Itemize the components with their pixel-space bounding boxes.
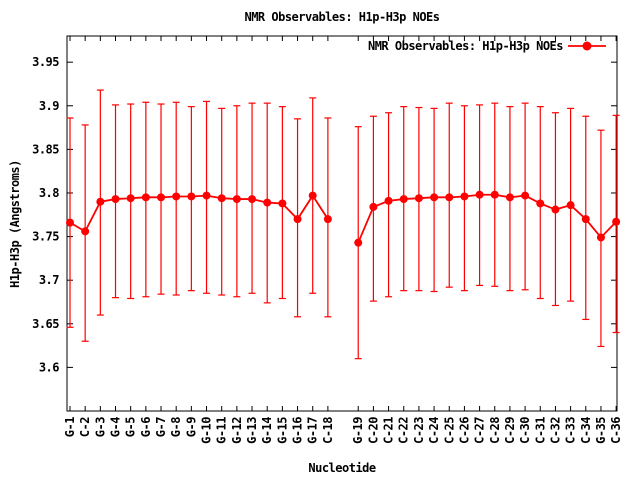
data-point [293, 215, 302, 224]
data-point [369, 202, 378, 211]
y-tick-label: 3.75 [32, 230, 59, 244]
y-tick-label: 3.7 [39, 273, 59, 287]
data-point [536, 199, 545, 208]
x-tick-label: C-21 [382, 417, 396, 444]
data-point [354, 238, 363, 247]
data-point [141, 193, 150, 202]
x-tick-label: G-10 [200, 417, 214, 444]
x-tick-label: G-15 [275, 417, 289, 444]
data-point [248, 195, 257, 204]
y-tick-label: 3.8 [39, 186, 59, 200]
data-point [263, 198, 272, 207]
data-point [187, 192, 196, 201]
y-tick-label: 3.95 [32, 55, 59, 69]
x-tick-label: C-23 [412, 417, 426, 444]
x-tick-label: G-12 [230, 417, 244, 444]
x-tick-label: C-27 [473, 417, 487, 444]
x-tick-label: C-2 [78, 417, 92, 437]
series-line [357, 193, 617, 244]
data-point [202, 191, 211, 200]
data-point [581, 215, 590, 224]
data-point [66, 218, 74, 227]
x-tick-label: G-17 [306, 417, 320, 444]
x-tick-label: G-1 [63, 417, 77, 437]
x-tick-label: C-25 [442, 417, 456, 444]
x-tick-label: C-31 [533, 417, 547, 444]
x-tick-label: G-8 [169, 417, 183, 437]
data-point [96, 197, 105, 206]
data-point [521, 191, 530, 200]
y-tick-label: 3.65 [32, 317, 59, 331]
data-point [232, 195, 241, 204]
data-point [596, 233, 605, 242]
x-tick-label: G-5 [124, 417, 138, 437]
x-tick-label: C-26 [457, 417, 471, 444]
x-tick-label: G-11 [215, 417, 229, 444]
data-point [217, 194, 226, 203]
x-tick-label: G-4 [109, 417, 123, 437]
data-point [566, 201, 575, 210]
series-line [69, 193, 329, 233]
x-tick-label: C-30 [518, 417, 532, 444]
x-tick-label: C-24 [427, 417, 441, 444]
chart-title: NMR Observables: H1p-H3p NOEs [244, 10, 439, 24]
legend-marker-icon [582, 41, 592, 51]
x-tick-label: C-34 [579, 417, 593, 444]
y-axis-label: H1p-H3p (Angstroms) [8, 160, 22, 288]
x-tick-label: C-28 [488, 417, 502, 444]
x-tick-label: C-33 [564, 417, 578, 444]
data-point [81, 227, 90, 236]
data-point [172, 192, 181, 201]
x-tick-label: C-29 [503, 417, 517, 444]
y-tick-label: 3.85 [32, 142, 59, 156]
series-lines [69, 193, 617, 244]
data-point [111, 195, 120, 204]
y-tick-label: 3.9 [39, 99, 59, 113]
data-point [126, 194, 135, 203]
legend-label: NMR Observables: H1p-H3p NOEs [368, 39, 563, 53]
y-ticks: 3.6 3.65 3.7 3.75 3.8 3.85 3.9 3.95 [32, 55, 617, 374]
data-point [475, 190, 484, 199]
x-tick-label: C-18 [321, 417, 335, 444]
x-tick-label: G-9 [184, 417, 198, 437]
x-tick-label: C-22 [397, 417, 411, 444]
error-bars [66, 89, 620, 360]
x-tick-label: G-14 [260, 417, 274, 444]
x-tick-label: G-16 [291, 417, 305, 444]
data-point [430, 193, 439, 202]
x-tick-label: G-13 [245, 417, 259, 444]
data-point [612, 217, 621, 226]
data-point [323, 215, 332, 224]
data-point [278, 199, 287, 208]
x-tick-label: G-3 [93, 417, 107, 437]
legend: NMR Observables: H1p-H3p NOEs [368, 39, 606, 53]
data-point [308, 191, 317, 200]
x-ticks: G-1 C-2 G-3 G-4 G-5 G-6 G-7 G-8 G-9 G-10 G-11 G-12 G… [63, 36, 623, 444]
x-tick-label: C-32 [548, 417, 562, 444]
data-point [490, 190, 499, 199]
data-point [414, 194, 423, 203]
data-point [157, 193, 166, 202]
y-tick-label: 3.6 [39, 360, 59, 374]
data-point [399, 195, 408, 204]
data-point [445, 193, 454, 202]
x-tick-label: G-35 [594, 417, 608, 444]
data-points [66, 190, 621, 247]
x-axis-label: Nucleotide [308, 461, 376, 475]
data-point [505, 193, 514, 202]
x-tick-label: C-36 [609, 417, 623, 444]
x-tick-label: G-19 [351, 417, 365, 444]
x-tick-label: C-20 [366, 417, 380, 444]
x-tick-label: G-7 [154, 417, 168, 437]
x-tick-label: G-6 [139, 417, 153, 437]
data-point [384, 196, 393, 205]
plot-border [66, 35, 618, 412]
data-point [460, 192, 469, 201]
data-point [551, 205, 560, 214]
